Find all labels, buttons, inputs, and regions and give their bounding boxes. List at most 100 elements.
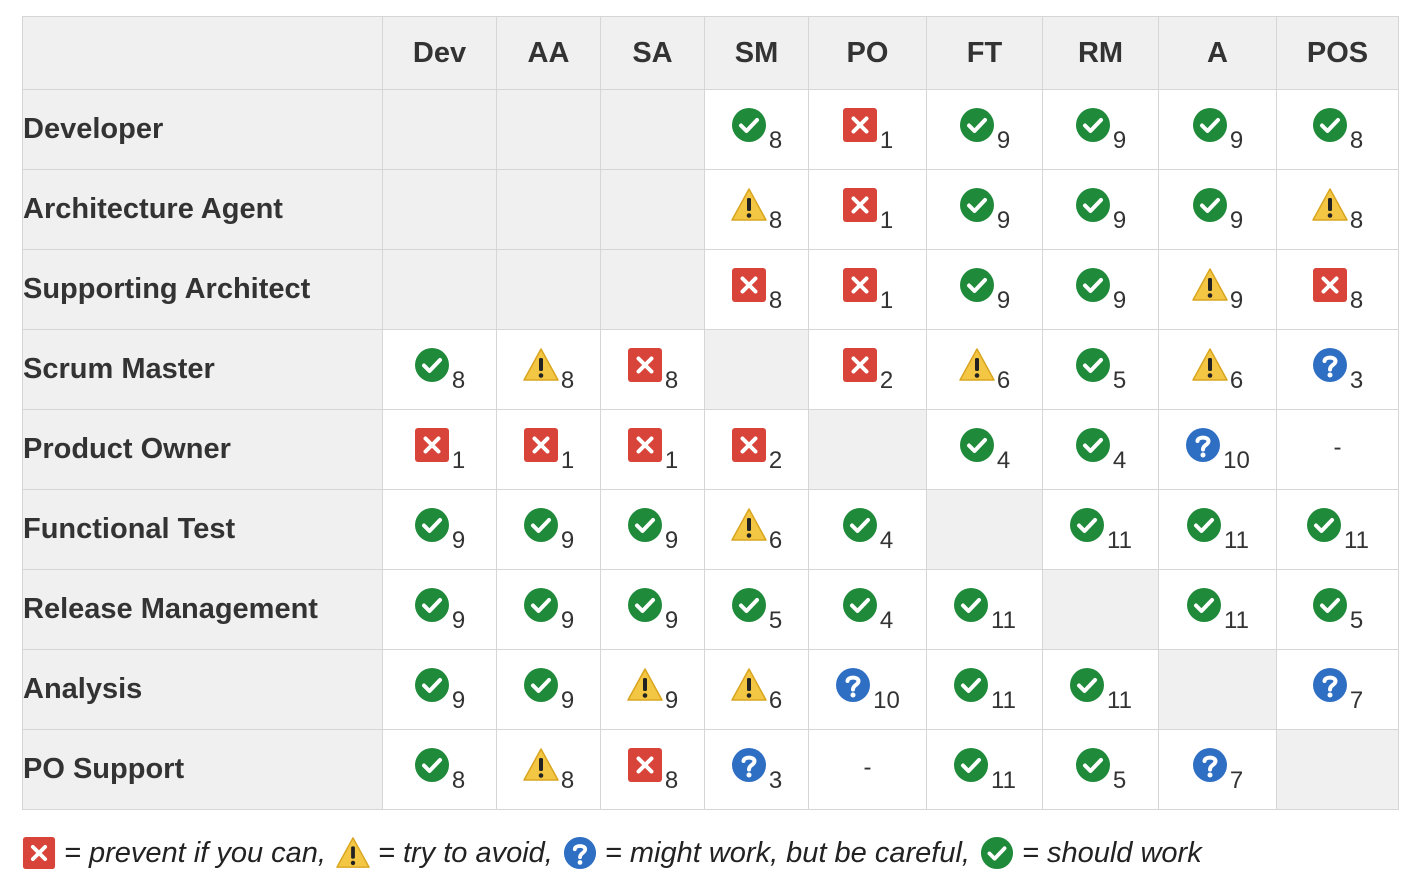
- cell-value: 5: [1112, 767, 1127, 794]
- empty-cell: [704, 329, 809, 410]
- cell-value: 11: [1344, 527, 1369, 554]
- check-circle-icon: [627, 587, 663, 623]
- check-circle-icon: [953, 667, 989, 703]
- matrix-cell: 8: [704, 89, 809, 170]
- matrix-cell: 5: [1042, 329, 1159, 410]
- cell-value: 7: [1349, 687, 1364, 714]
- column-header-pos: POS: [1276, 16, 1399, 90]
- cell-value: 9: [451, 527, 466, 554]
- cell-value: 1: [879, 207, 894, 234]
- table-row: Architecture Agent 8 1 9 9 9 8: [22, 169, 1399, 250]
- row-header-architecture-agent: Architecture Agent: [22, 169, 383, 250]
- warning-triangle-icon: [731, 187, 767, 223]
- check-circle-icon: [414, 587, 450, 623]
- row-header-scrum-master: Scrum Master: [22, 329, 383, 410]
- matrix-cell: 8: [600, 329, 705, 410]
- cell-value: 2: [768, 447, 783, 474]
- cell-value: 6: [768, 527, 783, 554]
- cross-square-icon: [414, 427, 450, 463]
- cross-square-icon: [842, 107, 878, 143]
- matrix-cell: 10: [808, 649, 927, 730]
- column-header-a: A: [1158, 16, 1277, 90]
- table-row: Product Owner 1 1 1 2 4 4 10 -: [22, 409, 1399, 490]
- cell-value: 9: [664, 527, 679, 554]
- corner-cell: [22, 16, 383, 90]
- cell-value: 2: [879, 367, 894, 394]
- check-circle-icon: [1186, 507, 1222, 543]
- check-circle-icon: [959, 187, 995, 223]
- check-circle-icon: [1069, 667, 1105, 703]
- check-circle-icon: [959, 267, 995, 303]
- matrix-cell: 4: [808, 569, 927, 650]
- cell-value: 9: [1229, 287, 1244, 314]
- warning-triangle-icon: [731, 667, 767, 703]
- cell-value: 8: [451, 767, 466, 794]
- check-circle-icon: [523, 507, 559, 543]
- check-circle-icon: [1306, 507, 1342, 543]
- row-header-developer: Developer: [22, 89, 383, 170]
- row-header-analysis: Analysis: [22, 649, 383, 730]
- cross-square-icon: [731, 267, 767, 303]
- matrix-cell: 8: [600, 729, 705, 810]
- cell-value: 4: [879, 607, 894, 634]
- cell-value: 8: [1349, 127, 1364, 154]
- check-circle-icon: [1075, 347, 1111, 383]
- empty-cell: [496, 169, 601, 250]
- cell-value: 11: [991, 607, 1016, 634]
- cell-value: 1: [879, 287, 894, 314]
- cell-value: 4: [996, 447, 1011, 474]
- cell-value: 9: [560, 687, 575, 714]
- row-header-release-management: Release Management: [22, 569, 383, 650]
- cell-value: 10: [1223, 447, 1250, 474]
- cell-value: 8: [664, 767, 679, 794]
- cell-value: 5: [768, 607, 783, 634]
- check-circle-icon: [1312, 587, 1348, 623]
- check-circle-icon: [959, 427, 995, 463]
- check-circle-icon: [1075, 187, 1111, 223]
- matrix-cell: 11: [1042, 649, 1159, 730]
- table-row: Functional Test 9 9 9 6 4 11 11 11: [22, 489, 1399, 570]
- check-circle-icon: [953, 747, 989, 783]
- matrix-cell: 8: [704, 249, 809, 330]
- matrix-cell: 9: [1042, 89, 1159, 170]
- cell-value: 11: [1107, 687, 1132, 714]
- empty-cell: [496, 89, 601, 170]
- cell-value: 11: [1107, 527, 1132, 554]
- check-circle-icon: [523, 587, 559, 623]
- matrix-cell: 9: [1158, 249, 1277, 330]
- check-circle-icon: [1075, 427, 1111, 463]
- matrix-cell: 5: [1276, 569, 1399, 650]
- matrix-cell: 8: [496, 329, 601, 410]
- matrix-cell: 8: [1276, 249, 1399, 330]
- matrix-cell: 1: [496, 409, 601, 490]
- cell-value: 10: [873, 687, 900, 714]
- check-circle-icon: [414, 507, 450, 543]
- empty-cell: [600, 249, 705, 330]
- question-circle-icon: [1192, 747, 1228, 783]
- warning-triangle-icon: [523, 347, 559, 383]
- empty-cell: [600, 89, 705, 170]
- cell-value: 9: [996, 207, 1011, 234]
- cell-value: 8: [664, 367, 679, 394]
- matrix-cell: 6: [704, 489, 809, 570]
- matrix-cell: 9: [600, 569, 705, 650]
- cell-value: 9: [996, 127, 1011, 154]
- legend: = prevent if you can, = try to avoid, = mi…: [22, 832, 1212, 874]
- cell-value: 9: [451, 687, 466, 714]
- check-circle-icon: [414, 667, 450, 703]
- matrix-cell: 6: [1158, 329, 1277, 410]
- cross-square-icon: [842, 187, 878, 223]
- cell-value: 11: [991, 767, 1016, 794]
- cell-value: 4: [879, 527, 894, 554]
- check-circle-icon: [1075, 107, 1111, 143]
- matrix-cell: 9: [496, 569, 601, 650]
- cell-value: 3: [1349, 367, 1364, 394]
- question-circle-icon: [731, 747, 767, 783]
- matrix-cell: 9: [1158, 89, 1277, 170]
- matrix-cell: 8: [1276, 169, 1399, 250]
- empty-cell: [382, 89, 497, 170]
- matrix-cell: 3: [704, 729, 809, 810]
- question-circle-icon: [563, 836, 597, 870]
- matrix-cell: 11: [1276, 489, 1399, 570]
- matrix-cell: 9: [382, 489, 497, 570]
